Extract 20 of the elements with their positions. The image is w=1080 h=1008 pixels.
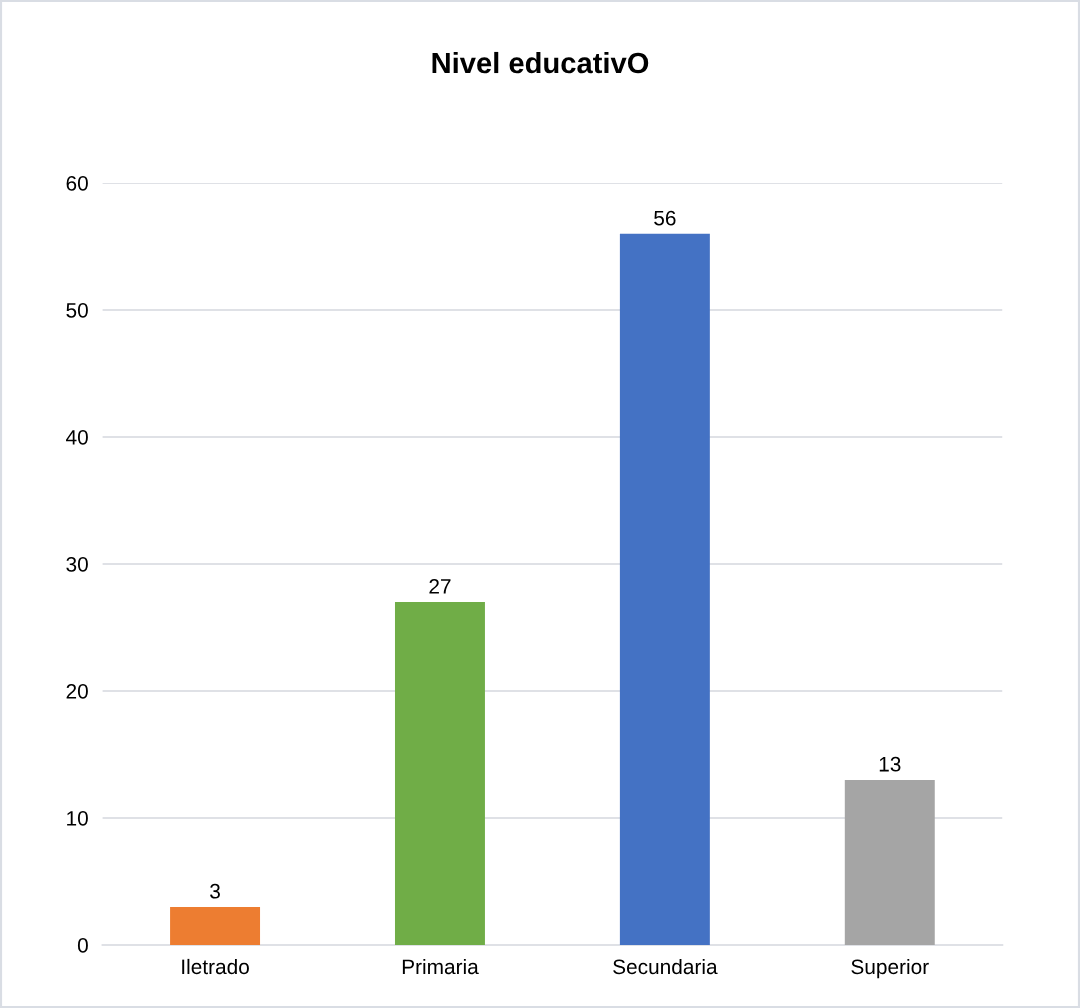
data-label: 13: [879, 756, 901, 772]
y-tick-label: 0: [77, 938, 88, 953]
x-tick-label: Iletrado: [182, 958, 249, 975]
data-label: 56: [654, 210, 676, 226]
y-tick-label: 20: [66, 683, 88, 699]
y-tick-label: 10: [67, 810, 88, 826]
bar: [170, 906, 261, 945]
y-tick-label: 60: [66, 175, 88, 191]
x-tick-label: Superior: [851, 958, 929, 979]
data-label: 27: [429, 579, 451, 594]
chart-title: Nivel educativO: [432, 51, 649, 74]
bar: [844, 779, 935, 945]
bar: [619, 233, 710, 945]
y-tick-label: 30: [66, 556, 88, 572]
bar: [394, 602, 485, 945]
x-tick-label: Primaria: [402, 958, 479, 975]
y-tick-label: 40: [66, 429, 88, 445]
y-tick-label: 50: [66, 302, 88, 318]
data-label: 3: [210, 883, 220, 899]
x-tick-label: Secundaria: [613, 958, 718, 975]
